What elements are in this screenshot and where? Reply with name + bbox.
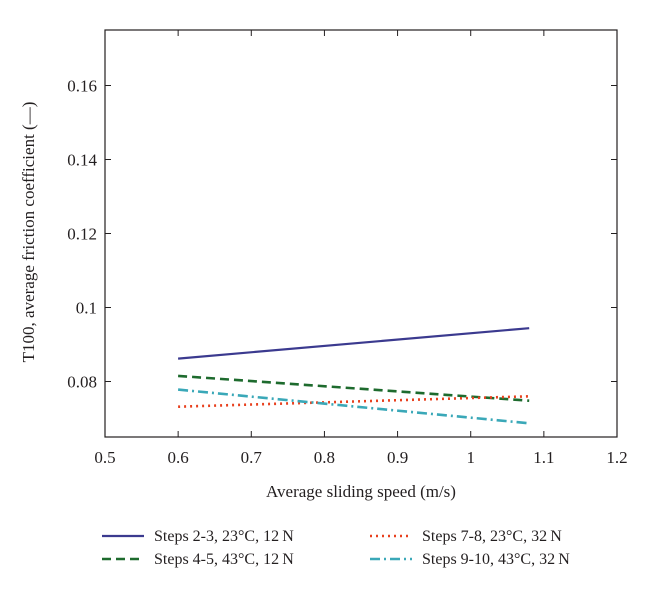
- x-tick-label: 1.1: [533, 448, 554, 467]
- x-tick-label: 0.9: [387, 448, 408, 467]
- x-tick-label: 0.7: [241, 448, 263, 467]
- legend: Steps 2-3, 23°C, 12 N Steps 4-5, 43°C, 12…: [102, 528, 570, 568]
- x-tick-label: 0.6: [168, 448, 189, 467]
- y-tick-label: 0.14: [67, 151, 97, 170]
- x-tick-label: 0.8: [314, 448, 335, 467]
- series-line-1: [178, 327, 530, 360]
- series-line-2: [178, 374, 530, 402]
- y-axis-ticks: 0.08 0.1 0.12 0.14 0.16: [67, 77, 617, 392]
- y-tick-label: 0.1: [76, 299, 97, 318]
- series-line-3: [178, 395, 530, 408]
- y-tick-label: 0.08: [67, 373, 97, 392]
- series-line-4: [177, 388, 530, 425]
- x-tick-label: 1: [466, 448, 475, 467]
- y-axis-label: T100, average friction coefficient (—): [19, 102, 38, 363]
- legend-label-3: Steps 7-8, 23°C, 32 N: [422, 528, 562, 545]
- x-tick-label: 1.2: [606, 448, 627, 467]
- legend-label-1: Steps 2-3, 23°C, 12 N: [154, 528, 294, 545]
- x-axis-label: Average sliding speed (m/s): [266, 482, 456, 501]
- legend-label-4: Steps 9-10, 43°C, 32 N: [422, 551, 570, 568]
- y-tick-label: 0.16: [67, 77, 97, 96]
- y-tick-label: 0.12: [67, 225, 97, 244]
- x-tick-label: 0.5: [94, 448, 115, 467]
- series-lines: [177, 327, 530, 425]
- legend-label-2: Steps 4-5, 43°C, 12 N: [154, 551, 294, 568]
- x-axis-ticks: 0.5 0.6 0.7 0.8 0.9 1 1.1 1.2: [94, 30, 628, 467]
